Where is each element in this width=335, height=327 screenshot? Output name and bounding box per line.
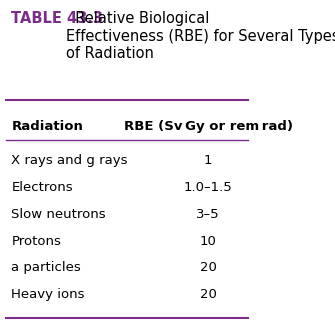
Text: Protons: Protons <box>11 234 61 248</box>
Text: TABLE 43.3: TABLE 43.3 <box>11 11 104 26</box>
Text: RBE (Sv Gy or rem rad): RBE (Sv Gy or rem rad) <box>124 120 293 133</box>
Text: a particles: a particles <box>11 261 81 274</box>
Text: Heavy ions: Heavy ions <box>11 288 85 301</box>
Text: X rays and g rays: X rays and g rays <box>11 154 128 167</box>
Text: Radiation: Radiation <box>11 120 83 133</box>
Text: 1: 1 <box>204 154 212 167</box>
Text: 20: 20 <box>200 288 217 301</box>
Text: 1.0–1.5: 1.0–1.5 <box>184 181 232 194</box>
Text: Slow neutrons: Slow neutrons <box>11 208 106 221</box>
Text: 3–5: 3–5 <box>196 208 220 221</box>
Text: 20: 20 <box>200 261 217 274</box>
Text: Relative Biological
Effectiveness (RBE) for Several Types
of Radiation: Relative Biological Effectiveness (RBE) … <box>66 11 335 61</box>
Text: Electrons: Electrons <box>11 181 73 194</box>
Text: 10: 10 <box>200 234 217 248</box>
